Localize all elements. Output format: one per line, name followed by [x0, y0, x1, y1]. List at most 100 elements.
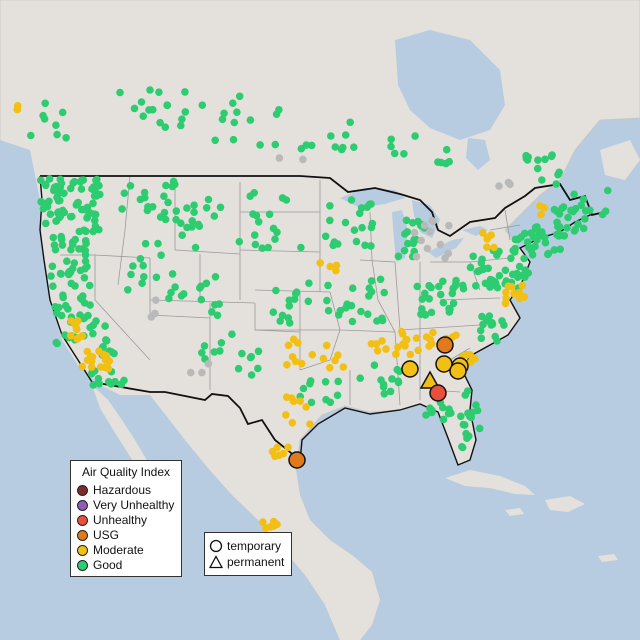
station-good [160, 208, 169, 217]
station-good [445, 304, 453, 313]
station-good [387, 135, 396, 144]
station-good [210, 348, 219, 356]
hudson-bay [395, 30, 505, 140]
lake-erie [428, 238, 464, 258]
station-good [258, 244, 267, 252]
station-good [435, 282, 443, 291]
station-good [404, 239, 412, 248]
station-good [167, 288, 175, 297]
station-good [190, 208, 198, 216]
station-good [299, 384, 308, 393]
station-moderate [322, 341, 331, 350]
mexico-mainland [150, 395, 380, 640]
station-good [141, 193, 149, 202]
moderate-swatch [77, 544, 88, 556]
station-good [370, 361, 379, 370]
station-good [84, 311, 92, 320]
station-good [527, 229, 535, 237]
station-good [472, 282, 480, 290]
station-good [130, 104, 139, 113]
station-good [250, 189, 258, 197]
station-good [89, 185, 97, 194]
station-good [38, 198, 46, 207]
station-good [44, 198, 52, 206]
aqi-legend: Air Quality Index Hazardous Very Unhealt… [70, 460, 182, 577]
station-good [36, 176, 45, 185]
station-good [47, 272, 55, 280]
station-good [306, 377, 315, 385]
station-good [302, 141, 311, 149]
station-good [51, 303, 59, 311]
station-good [442, 145, 451, 154]
aqi-legend-hazardous: Hazardous [77, 483, 151, 497]
station-good [378, 314, 386, 323]
station-good [388, 375, 396, 383]
station-good [473, 267, 482, 276]
unhealthy-swatch [77, 514, 88, 526]
station-moderate [268, 447, 277, 456]
station-inactive [198, 368, 206, 377]
station-moderate [373, 347, 382, 355]
station-good [181, 108, 190, 116]
us-canada-border [40, 175, 606, 238]
station-good [139, 112, 147, 120]
station-good [533, 236, 541, 244]
lake-superior [340, 188, 405, 208]
station-moderate [479, 229, 487, 237]
station-moderate [325, 364, 334, 372]
station-moderate [262, 524, 270, 532]
station-good [229, 135, 238, 144]
station-good [437, 158, 445, 167]
station-good [601, 207, 610, 215]
station-good [411, 132, 419, 140]
good-label: Good [93, 558, 123, 572]
good-swatch [77, 559, 88, 571]
station-moderate [306, 420, 314, 429]
station-good [235, 92, 244, 101]
station-good [394, 378, 403, 387]
station-good [567, 206, 575, 215]
station-good [146, 86, 154, 94]
station-inactive [445, 221, 453, 230]
station-good [550, 246, 559, 254]
station-moderate [95, 347, 103, 356]
station-moderate [398, 330, 407, 338]
station-good [102, 337, 111, 345]
station-moderate [326, 262, 335, 271]
station-good [341, 218, 350, 227]
station-good [285, 302, 294, 310]
station-good [355, 209, 364, 218]
station-good [156, 118, 164, 127]
station-moderate [88, 353, 97, 361]
station-good [515, 262, 524, 271]
station-good [377, 376, 385, 384]
station-good [445, 157, 454, 166]
station-good [550, 205, 559, 214]
station-good [459, 284, 468, 293]
puerto-rico [598, 554, 618, 562]
station-moderate [392, 350, 400, 359]
station-good [208, 308, 216, 316]
station-moderate [284, 341, 293, 350]
station-moderate [378, 337, 386, 345]
station-moderate [72, 325, 81, 334]
station-good [478, 255, 486, 264]
station-good [365, 292, 373, 300]
station-good [352, 237, 361, 246]
station-good [579, 224, 588, 233]
station-good [39, 204, 48, 213]
station-good [501, 266, 510, 275]
station-good [449, 299, 458, 308]
station-good [136, 254, 145, 263]
station-good [408, 219, 417, 227]
station-inactive [417, 236, 426, 245]
station-good [220, 109, 228, 118]
station-good [246, 116, 255, 124]
station-good [46, 210, 55, 218]
station-good [253, 364, 262, 373]
station-moderate [452, 331, 460, 340]
station-good [475, 424, 484, 433]
station-good [469, 252, 478, 261]
station-good [394, 252, 403, 261]
station-good [459, 420, 468, 429]
